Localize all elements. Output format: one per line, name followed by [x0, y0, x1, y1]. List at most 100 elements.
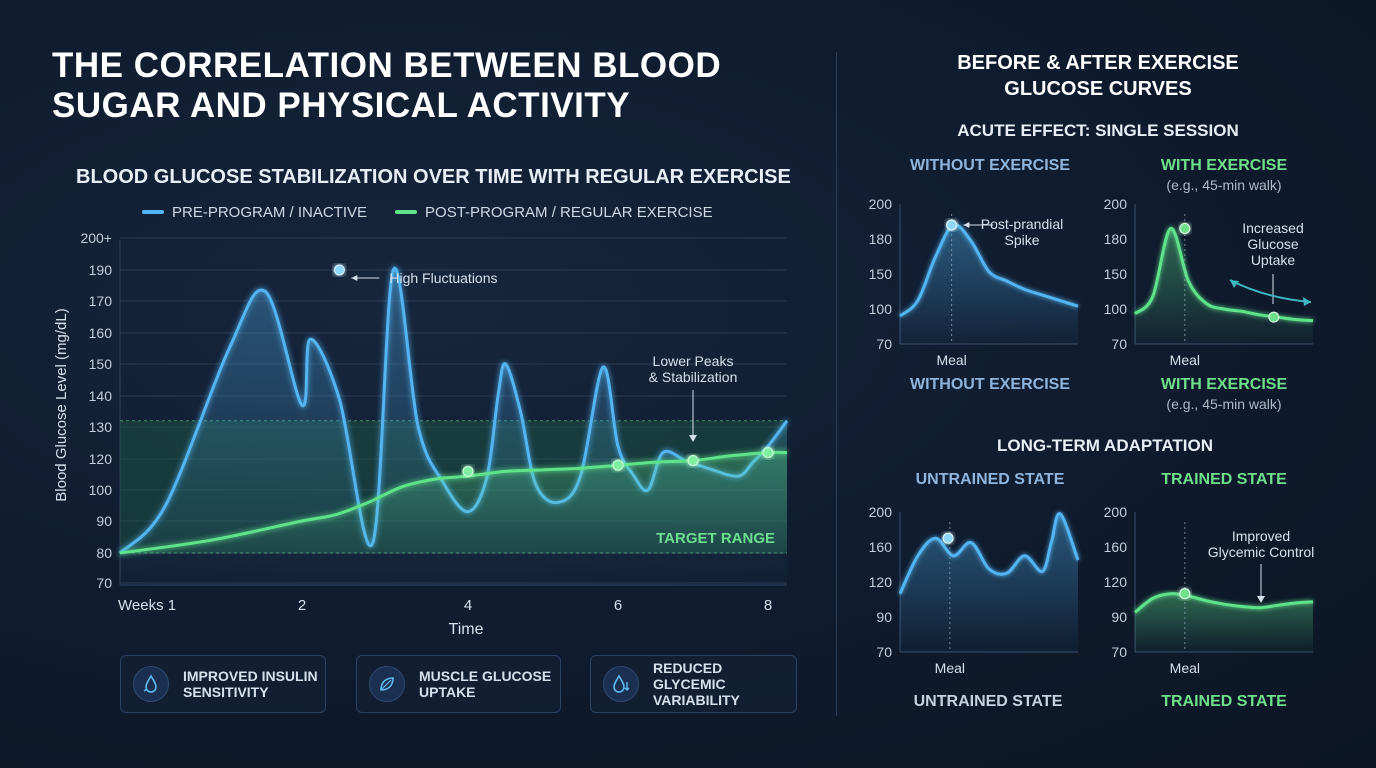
panel-y-tick-label: 180 — [1104, 231, 1128, 247]
panel-highlight-marker — [946, 219, 958, 231]
legend-label-post: POST-PROGRAM / REGULAR EXERCISE — [425, 203, 713, 221]
meal-label: Meal — [1170, 660, 1200, 676]
y-tick-label: 100 — [89, 482, 113, 498]
panel-series-line — [1134, 592, 1314, 614]
series-post-area — [120, 452, 787, 553]
legend-item-post: POST-PROGRAM / REGULAR EXERCISE — [395, 203, 713, 221]
peak-marker — [333, 264, 345, 276]
panel-y-tick-label: 120 — [1104, 574, 1128, 590]
x-tick-label: 2 — [298, 597, 306, 614]
panel-series-line — [1133, 226, 1314, 323]
panel-sub-with-top: (e.g., 45-min walk) — [1166, 177, 1282, 193]
y-tick-label: 150 — [89, 356, 113, 372]
panel-y-tick-label: 180 — [869, 231, 893, 247]
annotation-arrowhead-lower — [689, 435, 697, 442]
y-tick-label: 190 — [89, 262, 113, 278]
main-glucose-chart: 70 80 90 100 120 130 140 150 160 170 190 200+ Weeks … — [53, 230, 789, 638]
card-glycemic-variability: REDUCED GLYCEMIC VARIABILITY — [590, 655, 797, 713]
y-axis-label: Blood Glucose Level (mg/dL) — [53, 308, 70, 501]
panel-label-trained-top: TRAINED STATE — [1161, 471, 1287, 488]
panel-y-tick-label: 120 — [869, 574, 893, 590]
card-label-muscle: MUSCLE GLUCOSE UPTAKE — [419, 668, 552, 700]
x-tick-label: 8 — [764, 597, 772, 614]
x-tick-label: Weeks 1 — [118, 597, 176, 614]
panel-y-tick-label: 150 — [1104, 266, 1128, 282]
series-pre-line — [118, 266, 789, 555]
panel-y-tick-label: 70 — [1111, 336, 1127, 352]
panel-highlight-marker — [942, 532, 954, 544]
panel-label-with-top: WITH EXERCISE — [1160, 157, 1288, 174]
panel-series-area — [900, 224, 1078, 344]
panel-chart-with-exercise: 70 100 150 180 200 Meal Increased Glucose Uptake — [1104, 196, 1314, 368]
card-muscle-uptake: MUSCLE GLUCOSE UPTAKE — [356, 655, 561, 713]
y-tick-label: 140 — [89, 388, 113, 404]
panel-y-tick-label: 70 — [876, 644, 892, 660]
long-term-title: LONG-TERM ADAPTATION — [997, 436, 1213, 455]
y-tick-label: 120 — [89, 451, 113, 467]
annotation-high-fluctuations: High Fluctuations — [389, 270, 497, 286]
main-title: THE CORRELATION BETWEEN BLOOD SUGAR AND … — [52, 46, 722, 125]
panel-label-without-top: WITHOUT EXERCISE — [909, 157, 1070, 174]
annotation-arrowhead-spike — [963, 222, 970, 228]
annotation-glucose-uptake: Increased Glucose Uptake — [1242, 220, 1303, 268]
y-tick-label: 200+ — [80, 230, 112, 246]
panel-label-trained-bottom: TRAINED STATE — [1161, 693, 1287, 710]
card-label-variability: REDUCED GLYCEMIC VARIABILITY — [653, 660, 740, 708]
panel-sub-with-bottom: (e.g., 45-min walk) — [1166, 396, 1282, 412]
panel-series-line — [898, 512, 1080, 595]
annotation-glycemic-control: Improved Glycemic Control — [1208, 528, 1315, 560]
legend: PRE-PROGRAM / INACTIVE POST-PROGRAM / RE… — [142, 203, 713, 221]
annotation-arrowhead-control — [1257, 596, 1265, 603]
x-tick-label: 6 — [614, 597, 622, 614]
series-post-marker — [462, 465, 474, 477]
panel-y-tick-label: 70 — [1111, 644, 1127, 660]
y-tick-label: 70 — [96, 575, 112, 591]
annotation-arrowhead-high — [351, 275, 358, 281]
panel-series-line — [899, 223, 1079, 318]
panel-y-tick-label: 200 — [1104, 504, 1128, 520]
panel-y-tick-label: 90 — [876, 609, 892, 625]
y-tick-label: 130 — [89, 419, 113, 435]
panel-y-tick-label: 100 — [869, 301, 893, 317]
panel-label-untrained-bottom: UNTRAINED STATE — [913, 693, 1063, 710]
legend-label-pre: PRE-PROGRAM / INACTIVE — [172, 203, 368, 221]
panel-series-area — [900, 513, 1078, 652]
y-tick-label: 90 — [96, 513, 112, 529]
muscle-leaf-icon — [369, 666, 405, 702]
panel-y-tick-label: 90 — [1111, 609, 1127, 625]
y-tick-label: 170 — [89, 293, 113, 309]
card-label-insulin: IMPROVED INSULIN SENSITIVITY — [183, 668, 318, 700]
panel-y-tick-label: 150 — [869, 266, 893, 282]
uptake-trend-arrowhead-right — [1303, 297, 1311, 306]
series-post-marker — [762, 447, 774, 459]
meal-label: Meal — [1170, 352, 1200, 368]
panel-y-tick-label: 200 — [869, 504, 893, 520]
chart-title: BLOOD GLUCOSE STABILIZATION OVER TIME WI… — [76, 166, 791, 188]
x-tick-label: 4 — [464, 597, 472, 614]
insulin-drop-icon — [133, 666, 169, 702]
panel-chart-without-exercise: 70 100 150 180 200 Meal Post-prandial Spike — [869, 196, 1079, 368]
legend-item-pre: PRE-PROGRAM / INACTIVE — [142, 203, 367, 221]
card-insulin-sensitivity: IMPROVED INSULIN SENSITIVITY — [120, 655, 326, 713]
panel-series-area — [1135, 228, 1313, 344]
panel-highlight-marker — [1268, 311, 1280, 323]
uptake-trend-arrow — [1229, 279, 1312, 303]
series-post-marker — [612, 459, 624, 471]
y-tick-label: 160 — [89, 325, 113, 341]
y-tick-label: 80 — [96, 545, 112, 561]
panel-label-with-bottom: WITH EXERCISE — [1160, 376, 1288, 393]
annotation-post-prandial: Post-prandial Spike — [981, 216, 1064, 248]
legend-swatch-post — [395, 210, 418, 214]
panel-label-untrained-top: UNTRAINED STATE — [915, 471, 1065, 488]
panel-chart-trained: 70 90 120 160 200 Meal Improved Glycemic Contro… — [1104, 504, 1315, 676]
series-post-marker — [687, 455, 699, 467]
panel-y-tick-label: 200 — [1104, 196, 1128, 212]
uptake-trend-arrowhead-left — [1230, 280, 1239, 288]
annotation-lower-peaks: Lower Peaks & Stabilization — [649, 353, 738, 385]
series-post-line — [119, 450, 788, 555]
panel-y-tick-label: 200 — [869, 196, 893, 212]
x-axis-label: Time — [449, 621, 484, 638]
panel-y-tick-label: 160 — [869, 539, 893, 555]
panel-highlight-marker — [1179, 588, 1191, 600]
panel-chart-untrained: 70 90 120 160 200 Meal — [869, 504, 1080, 676]
